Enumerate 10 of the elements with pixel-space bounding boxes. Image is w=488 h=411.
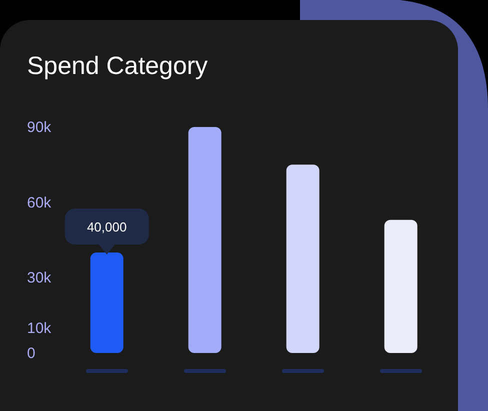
bar (188, 127, 222, 353)
data-label: 40,000 (86, 220, 127, 235)
chart-title: Spend Category (27, 52, 208, 81)
y-tick-label: 30k (27, 270, 52, 287)
y-tick-label: 10k (27, 320, 52, 337)
bar (286, 164, 320, 353)
bar (384, 220, 418, 353)
y-tick-label: 60k (27, 194, 52, 212)
y-tick-label: 90k (27, 119, 52, 136)
y-tick-label: 0 (27, 345, 36, 362)
